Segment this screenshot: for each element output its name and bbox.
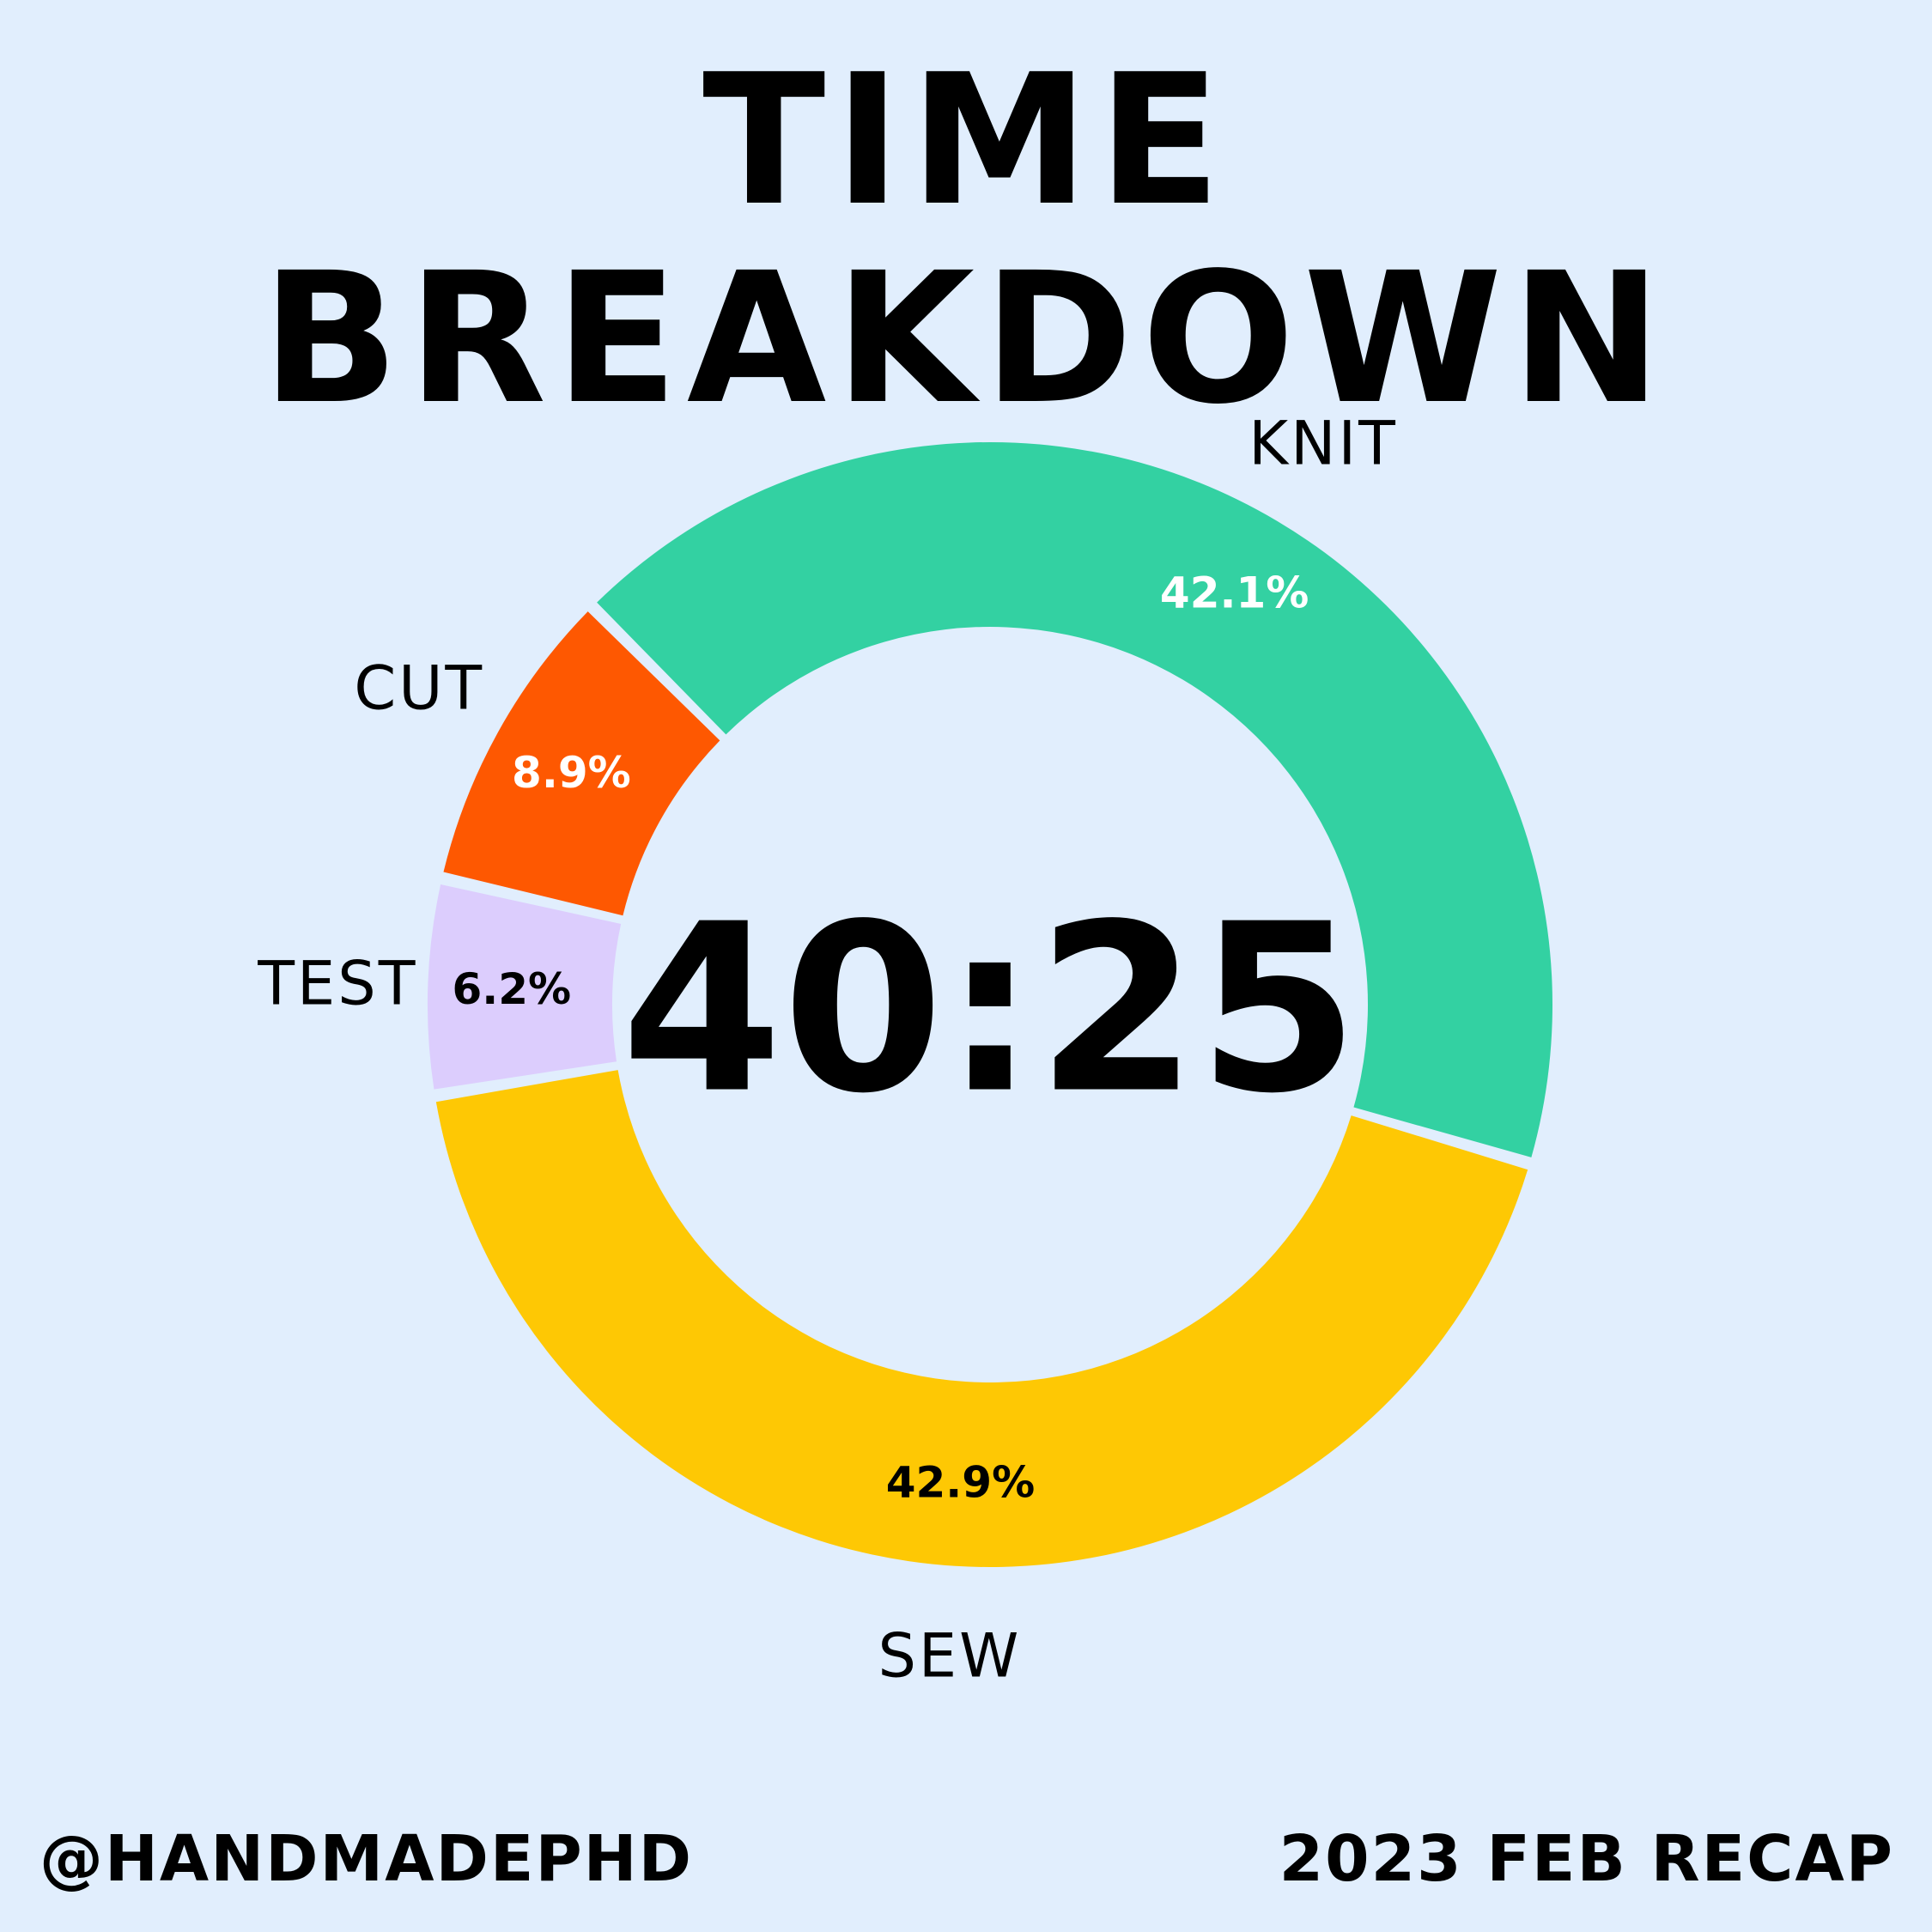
value-label-knit: 42.1% (1160, 568, 1309, 618)
value-label-sew: 42.9% (886, 1457, 1035, 1507)
slice-cut (443, 611, 720, 916)
center-total-time: 40:25 (621, 874, 1358, 1145)
value-label-test: 6.2% (452, 964, 571, 1014)
category-label-test: TEST (257, 949, 417, 1019)
category-label-cut: CUT (354, 653, 484, 724)
author-handle: @HANDMADEPHD (39, 1822, 694, 1896)
slice-knit (597, 442, 1552, 1157)
category-label-knit: KNIT (1249, 409, 1398, 479)
recap-label: 2023 FEB RECAP (1279, 1822, 1894, 1896)
chart-title: TIME BREAKDOWN (261, 35, 1671, 444)
category-label-sew: SEW (878, 1621, 1021, 1692)
value-label-cut: 8.9% (512, 748, 631, 798)
slice-sew (435, 1070, 1528, 1568)
slice-test (428, 884, 622, 1090)
